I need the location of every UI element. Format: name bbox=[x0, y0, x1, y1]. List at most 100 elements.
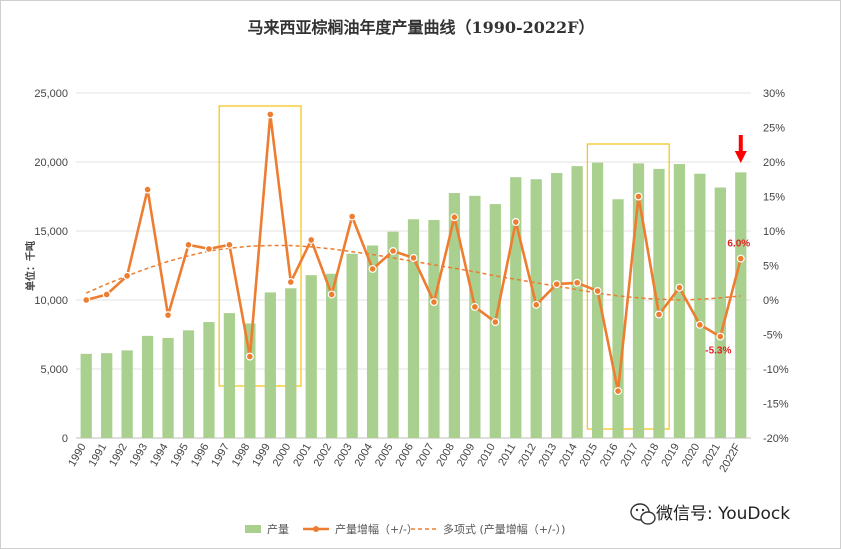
watermark-text: 微信号: YouDock bbox=[656, 504, 790, 524]
legend-item: 多项式 (产量增幅（+/-）) bbox=[411, 522, 565, 536]
growth-point bbox=[164, 311, 173, 320]
growth-point bbox=[470, 302, 479, 311]
bar bbox=[632, 163, 645, 438]
bar bbox=[551, 173, 563, 439]
y-tick-label: 20,000 bbox=[34, 157, 68, 169]
legend-label: 多项式 (产量增幅（+/-）) bbox=[443, 522, 565, 536]
y2-tick-label: 30% bbox=[763, 88, 785, 100]
growth-point bbox=[307, 235, 316, 244]
x-tick-label: 2018 bbox=[639, 442, 662, 469]
growth-point bbox=[389, 247, 398, 256]
x-tick-label: 2000 bbox=[271, 442, 294, 469]
x-tick-label: 2016 bbox=[598, 442, 621, 469]
bar bbox=[694, 173, 706, 439]
x-tick-label: 2006 bbox=[393, 442, 416, 469]
x-tick-label: 2015 bbox=[578, 442, 601, 469]
growth-point bbox=[695, 320, 704, 329]
chart-title: 马来西亚棕榈油年度产量曲线（1990-2022F） bbox=[247, 18, 594, 37]
bar bbox=[366, 245, 379, 438]
y2-tick-label: 15% bbox=[763, 192, 785, 204]
y2-tick-label: 0% bbox=[763, 295, 779, 307]
growth-point bbox=[716, 332, 725, 341]
x-tick-label: 1992 bbox=[107, 442, 130, 469]
x-tick-label: 2003 bbox=[332, 442, 355, 469]
bar bbox=[80, 353, 92, 438]
watermark: 微信号: YouDock bbox=[630, 503, 790, 525]
data-label: -5.3% bbox=[705, 346, 731, 357]
y-tick-label: 0 bbox=[62, 433, 68, 445]
x-tick-label: 1991 bbox=[87, 442, 110, 469]
growth-point bbox=[614, 387, 623, 396]
x-tick-label: 2001 bbox=[291, 442, 314, 469]
legend-label: 产量 bbox=[267, 522, 289, 536]
x-tick-label: 2004 bbox=[353, 442, 376, 469]
growth-point bbox=[491, 318, 500, 327]
growth-point bbox=[184, 240, 193, 249]
legend-marker bbox=[313, 526, 319, 532]
growth-point bbox=[654, 310, 663, 319]
growth-point bbox=[511, 218, 520, 227]
x-tick-label: 2014 bbox=[557, 442, 580, 469]
growth-point bbox=[348, 212, 357, 221]
growth-point bbox=[102, 290, 111, 299]
bar bbox=[387, 231, 399, 438]
y2-tick-label: 10% bbox=[763, 226, 785, 238]
growth-point bbox=[225, 240, 234, 249]
bar bbox=[346, 253, 358, 438]
legend-label: 产量增幅（+/-） bbox=[335, 522, 418, 536]
y-axis-label: 单位：千吨 bbox=[24, 241, 37, 291]
bar bbox=[448, 193, 461, 438]
growth-point bbox=[429, 298, 438, 307]
x-tick-label: 2022F bbox=[717, 441, 743, 474]
bar bbox=[223, 313, 236, 438]
growth-point bbox=[286, 278, 295, 287]
x-tick-label: 2011 bbox=[496, 442, 518, 468]
y-tick-label: 25,000 bbox=[34, 88, 68, 100]
growth-point bbox=[204, 244, 213, 253]
bar bbox=[591, 162, 604, 438]
x-tick-label: 2017 bbox=[618, 442, 641, 469]
growth-point bbox=[409, 253, 418, 262]
growth-point bbox=[634, 192, 643, 201]
x-tick-label: 2009 bbox=[455, 442, 478, 469]
bar bbox=[714, 187, 726, 438]
x-tick-label: 2013 bbox=[537, 442, 560, 469]
bar bbox=[121, 350, 133, 438]
y2-tick-label: 20% bbox=[763, 157, 785, 169]
bar bbox=[428, 219, 440, 438]
growth-point bbox=[368, 264, 377, 273]
bar bbox=[673, 164, 686, 438]
bar bbox=[653, 168, 665, 438]
x-tick-label: 1995 bbox=[168, 442, 191, 469]
down-arrow-icon bbox=[734, 135, 747, 163]
growth-point bbox=[245, 352, 254, 361]
growth-point bbox=[266, 110, 275, 119]
x-tick-label: 2010 bbox=[475, 442, 498, 469]
data-label: 6.0% bbox=[727, 239, 750, 250]
legend-item: 产量 bbox=[245, 522, 289, 536]
x-tick-label: 2012 bbox=[516, 442, 539, 469]
bar bbox=[305, 275, 317, 438]
x-tick-label: 2019 bbox=[659, 442, 682, 469]
y2-tick-label: -15% bbox=[763, 399, 789, 411]
growth-point bbox=[552, 280, 561, 289]
x-tick-label: 1994 bbox=[148, 442, 171, 469]
x-tick-label: 2002 bbox=[312, 442, 335, 469]
bar bbox=[244, 323, 256, 438]
y2-tick-label: 25% bbox=[763, 123, 785, 135]
bar bbox=[407, 219, 420, 438]
growth-point bbox=[736, 254, 745, 263]
bar bbox=[101, 353, 113, 438]
bar bbox=[182, 330, 195, 438]
growth-point bbox=[450, 213, 459, 222]
growth-point bbox=[573, 278, 582, 287]
x-tick-label: 2008 bbox=[434, 442, 457, 469]
growth-point bbox=[143, 185, 152, 194]
y-tick-label: 5,000 bbox=[40, 364, 68, 376]
bar bbox=[326, 273, 338, 438]
growth-point bbox=[82, 296, 91, 305]
bar bbox=[285, 288, 297, 438]
x-tick-label: 1997 bbox=[209, 442, 232, 469]
